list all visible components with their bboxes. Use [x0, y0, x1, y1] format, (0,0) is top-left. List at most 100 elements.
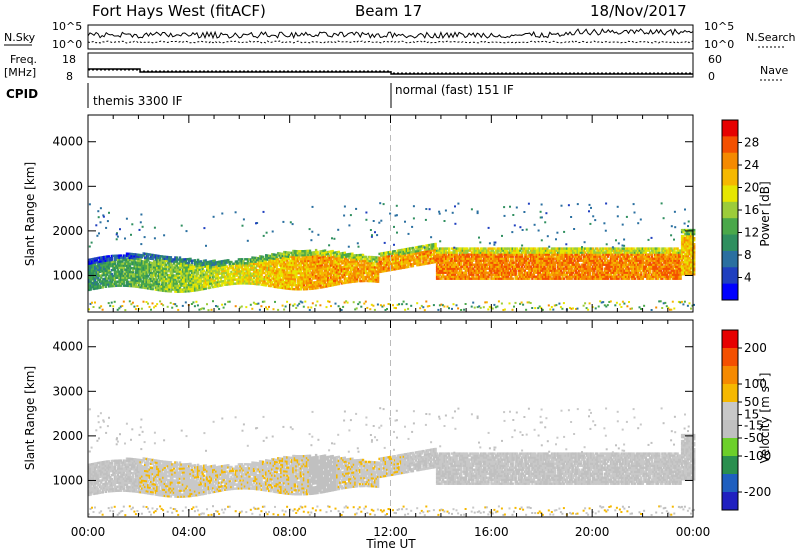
- power-cell: [293, 272, 297, 275]
- power-cell: [561, 307, 564, 310]
- power-cell: [320, 268, 324, 271]
- power-cell: [593, 253, 596, 256]
- power-cell: [513, 269, 516, 272]
- power-cell: [452, 255, 455, 258]
- power-cell: [423, 250, 427, 254]
- power-cell: [180, 270, 183, 273]
- power-cell: [428, 251, 431, 255]
- power-cell: [476, 253, 480, 256]
- power-cell: [358, 257, 362, 261]
- power-cell: [463, 247, 466, 250]
- power-cell: [328, 264, 331, 267]
- power-cell: [407, 259, 410, 262]
- power-cell: [219, 276, 222, 279]
- power-cell: [157, 258, 160, 262]
- power-cell: [460, 275, 463, 278]
- power-cell: [263, 300, 266, 303]
- power-cell: [119, 266, 123, 269]
- power-cell: [570, 273, 573, 276]
- power-cell: [579, 249, 582, 252]
- power-cell: [236, 282, 239, 285]
- power-cell: [393, 264, 396, 267]
- power-cell: [396, 251, 399, 254]
- power-cell: [448, 273, 451, 276]
- power-cell: [355, 264, 359, 267]
- power-cell: [180, 282, 183, 285]
- power-cell: [328, 274, 331, 277]
- power-cell: [304, 266, 307, 269]
- power-cell: [343, 277, 346, 281]
- power-cell: [140, 264, 144, 267]
- power-cell: [404, 260, 407, 263]
- power-cell: [186, 274, 189, 277]
- power-cell: [227, 283, 230, 286]
- power-cell: [221, 284, 224, 287]
- power-cell: [137, 285, 141, 289]
- power-cell: [115, 272, 118, 275]
- power-cell: [258, 269, 262, 272]
- power-cell: [355, 274, 359, 277]
- power-cell: [532, 259, 536, 262]
- power-cell: [372, 272, 375, 275]
- power-cell: [355, 256, 359, 259]
- power-cell: [280, 254, 283, 257]
- power-cell: [184, 260, 188, 263]
- power-cell: [531, 261, 534, 264]
- power-cell: [195, 283, 198, 286]
- power-cell: [351, 252, 354, 255]
- power-cell: [237, 264, 241, 267]
- power-cell: [576, 275, 579, 278]
- power-cell: [339, 280, 342, 283]
- nsky-panel: N.Sky 10^5 10^0 10^5 10^0 N.Search: [4, 20, 796, 51]
- power-cell: [429, 251, 433, 254]
- power-cell: [137, 273, 141, 277]
- power-cell: [570, 275, 573, 278]
- power-cell: [401, 248, 404, 252]
- power-cell: [122, 300, 125, 303]
- power-cell: [193, 261, 197, 264]
- power-cell: [240, 260, 244, 263]
- power-cell: [193, 281, 197, 284]
- power-cell: [254, 302, 257, 305]
- power-cell: [547, 261, 551, 264]
- power-cell: [432, 253, 436, 256]
- power-cell: [396, 261, 399, 264]
- power-cell: [547, 253, 551, 256]
- power-cell: [260, 265, 263, 268]
- power-cell: [493, 271, 496, 274]
- power-cell: [210, 272, 213, 275]
- power-cell: [578, 263, 581, 266]
- power-cell: [227, 277, 230, 280]
- power-cell: [392, 250, 395, 253]
- power-cell: [446, 267, 449, 270]
- power-cell: [398, 253, 401, 256]
- power-cell: [369, 308, 372, 311]
- power-cell: [147, 302, 149, 305]
- power-cell: [333, 273, 336, 277]
- power-cell: [323, 267, 327, 270]
- power-cell: [555, 259, 558, 262]
- power-cell: [316, 282, 319, 286]
- power-cell: [482, 277, 486, 280]
- power-cell: [526, 273, 529, 276]
- power-cell: [487, 267, 490, 270]
- power-cell: [351, 260, 354, 263]
- power-cell: [573, 247, 576, 250]
- power-cell: [298, 258, 301, 261]
- power-cell: [323, 277, 327, 280]
- power-cell: [119, 260, 123, 263]
- power-cell: [322, 255, 325, 259]
- power-cell: [582, 261, 585, 264]
- power-cell: [434, 258, 437, 262]
- power-cell: [487, 247, 490, 250]
- power-cell: [134, 269, 138, 272]
- power-cell: [502, 277, 505, 280]
- power-cell: [392, 304, 394, 307]
- power-cell: [308, 283, 312, 287]
- power-cell: [503, 251, 507, 254]
- power-cell: [168, 268, 171, 271]
- power-cell: [180, 272, 183, 275]
- power-cell: [446, 247, 449, 250]
- power-cell: [290, 287, 294, 291]
- power-cell: [236, 280, 239, 283]
